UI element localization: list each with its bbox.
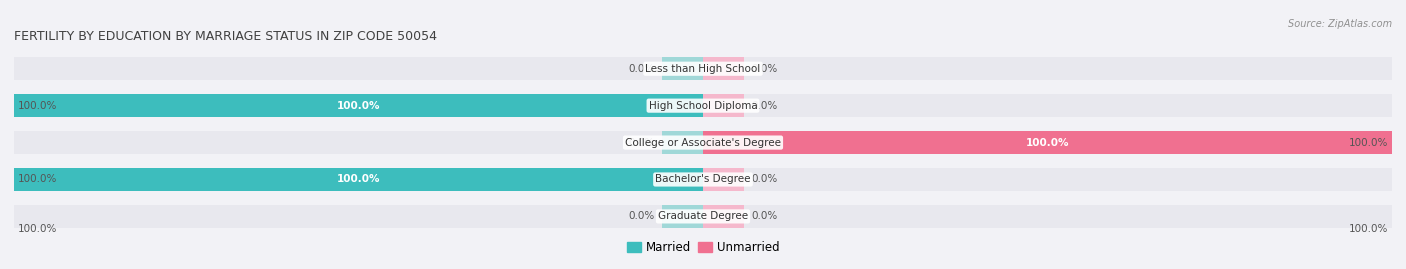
Bar (703, 131, 1392, 154)
Text: 100.0%: 100.0% (1350, 137, 1389, 148)
Bar (14, 94, 703, 117)
Bar (703, 205, 744, 228)
Bar (14, 131, 703, 154)
Text: FERTILITY BY EDUCATION BY MARRIAGE STATUS IN ZIP CODE 50054: FERTILITY BY EDUCATION BY MARRIAGE STATU… (14, 30, 437, 43)
Text: 0.0%: 0.0% (751, 101, 778, 111)
Bar (703, 94, 744, 117)
Bar (14, 205, 703, 228)
Text: High School Diploma: High School Diploma (648, 101, 758, 111)
Text: 0.0%: 0.0% (628, 211, 655, 221)
Bar (14, 57, 703, 80)
Text: 100.0%: 100.0% (17, 224, 56, 234)
Text: Graduate Degree: Graduate Degree (658, 211, 748, 221)
Text: 0.0%: 0.0% (751, 175, 778, 185)
Bar (662, 57, 703, 80)
Text: College or Associate's Degree: College or Associate's Degree (626, 137, 780, 148)
Text: 0.0%: 0.0% (628, 137, 655, 148)
Text: 0.0%: 0.0% (628, 64, 655, 74)
Text: 100.0%: 100.0% (17, 101, 56, 111)
Bar (703, 57, 1392, 80)
Text: Bachelor's Degree: Bachelor's Degree (655, 175, 751, 185)
Bar (662, 205, 703, 228)
Bar (14, 168, 703, 191)
Text: 100.0%: 100.0% (1350, 224, 1389, 234)
Text: 100.0%: 100.0% (17, 175, 56, 185)
Text: Less than High School: Less than High School (645, 64, 761, 74)
Bar (662, 131, 703, 154)
Bar (703, 205, 1392, 228)
Bar (703, 168, 1392, 191)
Text: 0.0%: 0.0% (751, 64, 778, 74)
Text: 100.0%: 100.0% (337, 101, 380, 111)
Text: Source: ZipAtlas.com: Source: ZipAtlas.com (1288, 19, 1392, 29)
Text: 100.0%: 100.0% (1026, 137, 1069, 148)
Text: 0.0%: 0.0% (751, 211, 778, 221)
Bar (14, 168, 703, 191)
Bar (14, 94, 703, 117)
Bar (703, 94, 1392, 117)
Bar (703, 57, 744, 80)
Text: 100.0%: 100.0% (337, 175, 380, 185)
Bar (703, 168, 744, 191)
Legend: Married, Unmarried: Married, Unmarried (621, 237, 785, 259)
Bar (703, 131, 1392, 154)
